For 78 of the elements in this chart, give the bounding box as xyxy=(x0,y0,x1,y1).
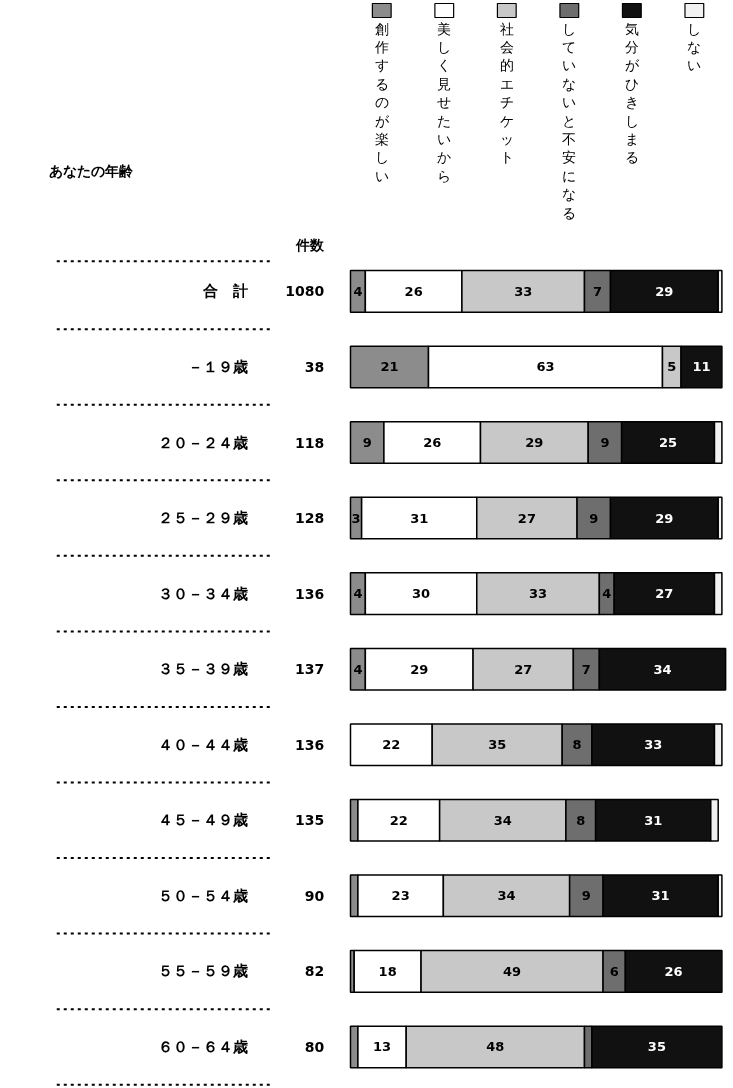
data-label: 23 xyxy=(391,888,410,904)
data-label: 31 xyxy=(644,812,663,828)
text: 創作するのが楽しい xyxy=(374,20,389,184)
data-label: 26 xyxy=(404,283,423,299)
data-label: 35 xyxy=(647,1039,666,1055)
y-tick-label: ５０－５４歳 xyxy=(158,886,249,905)
data-label: 29 xyxy=(655,510,674,526)
data-label: 8 xyxy=(576,812,586,828)
y-tick-label: ２５－２９歳 xyxy=(158,509,249,528)
data-label: 21 xyxy=(380,359,399,375)
y-tick-label: ３０－３４歳 xyxy=(158,584,249,603)
y2-tick-label: 135 xyxy=(295,812,325,829)
data-label: 3 xyxy=(351,510,361,526)
y-tick-label: ４５－４９歳 xyxy=(158,811,249,830)
y2-tick-label: 128 xyxy=(295,510,325,527)
data-label: 48 xyxy=(486,1039,505,1055)
legend-label: 気分がひきしまる xyxy=(624,20,640,166)
data-label: 49 xyxy=(503,963,522,979)
data-label: 5 xyxy=(667,359,677,375)
y2-tick-label: 38 xyxy=(304,358,325,375)
data-label: 7 xyxy=(581,661,591,677)
data-label: 33 xyxy=(514,283,533,299)
data-label: 34 xyxy=(493,812,512,828)
data-label: 25 xyxy=(659,435,678,450)
y2-axis-title: 件数 xyxy=(295,236,326,253)
data-label: 29 xyxy=(525,435,544,450)
legend-label: しない xyxy=(687,20,702,74)
y-tick-label: ５５－５９歳 xyxy=(158,962,249,981)
y-tick-label: ２０－２４歳 xyxy=(158,433,249,452)
data-label: 9 xyxy=(589,510,599,526)
y2-tick-label: 1080 xyxy=(285,283,325,300)
y2-tick-label: 82 xyxy=(304,963,325,980)
data-label: 31 xyxy=(410,510,429,526)
data-label: 29 xyxy=(410,661,429,677)
data-label: 13 xyxy=(373,1039,392,1055)
data-label: 7 xyxy=(592,283,603,299)
data-label: 4 xyxy=(353,283,363,299)
data-label: 33 xyxy=(644,737,663,753)
text: 美しく見せたいから xyxy=(437,20,452,184)
y-tick-label: ４０－４４歳 xyxy=(158,735,249,754)
y2-tick-label: 118 xyxy=(295,434,325,451)
data-label: 30 xyxy=(412,586,431,602)
data-label: 4 xyxy=(353,661,363,677)
data-label: 31 xyxy=(651,888,670,904)
data-label: 34 xyxy=(497,888,516,904)
data-label: 9 xyxy=(581,888,591,904)
data-label: 22 xyxy=(389,812,408,828)
data-label: 27 xyxy=(655,586,674,602)
data-label: 27 xyxy=(514,661,533,677)
data-label: 4 xyxy=(353,586,363,602)
data-label: 11 xyxy=(692,359,711,375)
legend-label: 社会的エチケット xyxy=(499,20,514,166)
y2-tick-label: 90 xyxy=(304,887,325,904)
data-label: 29 xyxy=(655,283,674,299)
data-label: 35 xyxy=(488,737,507,753)
data-label: 33 xyxy=(529,586,548,602)
data-label: 34 xyxy=(653,661,672,677)
text: していないと不安になる xyxy=(562,20,577,221)
data-label: 26 xyxy=(423,435,442,450)
data-label: 22 xyxy=(382,737,401,753)
y2-tick-label: 80 xyxy=(304,1038,325,1055)
y2-tick-label: 136 xyxy=(295,585,325,602)
data-label: 8 xyxy=(572,737,582,753)
data-label: 18 xyxy=(378,963,397,979)
y-tick-label: 合 計 xyxy=(202,282,249,301)
data-label: 9 xyxy=(362,435,372,450)
text: あなたの年齢 xyxy=(49,162,135,179)
y2-tick-label: 136 xyxy=(295,736,325,753)
data-label: 26 xyxy=(664,963,683,979)
data-label: 4 xyxy=(602,586,612,602)
y2-tick-label: 137 xyxy=(295,661,325,678)
y-tick-label: ３５－３９歳 xyxy=(158,660,249,679)
y-tick-label: ６０－６４歳 xyxy=(158,1037,249,1056)
data-label: 9 xyxy=(600,435,610,450)
data-label: 63 xyxy=(536,359,555,375)
data-label: 27 xyxy=(517,510,536,526)
data-label: 6 xyxy=(609,963,619,979)
y-tick-label: －１９歳 xyxy=(188,357,249,376)
